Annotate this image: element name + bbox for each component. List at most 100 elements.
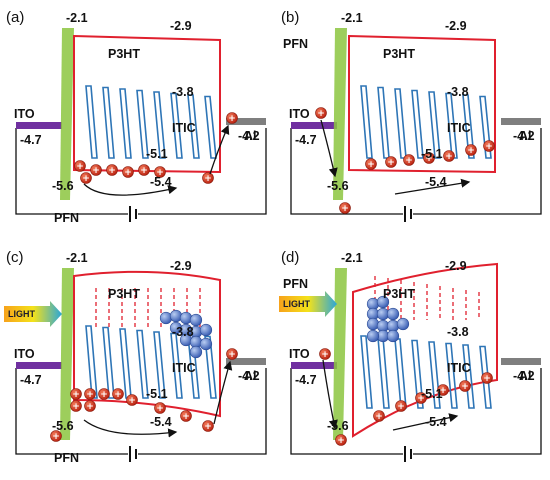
ito-electrode-bar	[16, 122, 62, 129]
light-label: LIGHT	[8, 309, 35, 319]
hole-carrier: +	[84, 388, 96, 400]
transport-arrows	[83, 124, 230, 196]
hole-plus-sign: +	[140, 166, 148, 176]
hole-circle	[154, 402, 166, 414]
hole-plus-sign: +	[204, 422, 212, 432]
level-p3ht-homo: -5.4	[425, 415, 447, 429]
hole-circle	[126, 394, 138, 406]
external-circuit	[15, 368, 267, 462]
al-label: Al	[244, 369, 257, 383]
al-electrode-bar	[501, 358, 541, 365]
ito-label: ITO	[14, 107, 35, 121]
hole-plus-sign: +	[483, 374, 491, 384]
level-itic-homo: -5.1	[146, 387, 168, 401]
hole-plus-sign: +	[337, 436, 345, 446]
hole-carrier: +	[415, 392, 427, 404]
hole-carrier: +	[437, 384, 449, 396]
level-pfn-top: -2.1	[341, 11, 363, 25]
hole-circle	[90, 164, 102, 176]
hole-carriers: + + + + + + + + + + + +	[50, 348, 238, 442]
hole-circle	[483, 140, 495, 152]
itic-label: ITIC	[172, 121, 196, 135]
hole-plus-sign: +	[445, 152, 453, 162]
hole-plus-sign: +	[317, 109, 325, 119]
itic-band-stripe	[411, 89, 424, 159]
external-circuit	[290, 128, 542, 222]
level-p3ht-lumo: -2.9	[170, 19, 192, 33]
al-electrode-bar	[226, 358, 266, 365]
hole-carrier: +	[385, 156, 397, 168]
hole-plus-sign: +	[86, 390, 94, 400]
electron-carrier	[366, 329, 380, 343]
itic-band-stripe	[479, 345, 492, 409]
hole-plus-sign: +	[100, 390, 108, 400]
panel-label: (a)	[6, 9, 24, 26]
level-al: -4.2	[513, 369, 535, 383]
hole-circle	[403, 154, 415, 166]
hole-plus-sign: +	[397, 402, 405, 412]
itic-band-stripe	[462, 344, 475, 409]
pfn-label: PFN	[54, 211, 79, 225]
hole-injection-arrow	[320, 119, 338, 178]
hole-plus-sign: +	[82, 174, 90, 184]
hole-carrier: +	[106, 164, 118, 176]
circuit-wire-left	[290, 128, 403, 215]
itic-band-stripe	[377, 86, 390, 159]
transport-arrows	[320, 119, 471, 195]
panel-label: (b)	[281, 9, 299, 26]
electron-cluster	[366, 295, 410, 343]
hole-circle	[74, 160, 86, 172]
hole-carrier: +	[202, 172, 214, 184]
level-pfn-bottom: -5.6	[327, 419, 349, 433]
level-al: -4.2	[513, 129, 535, 143]
hole-circle	[443, 150, 455, 162]
hole-plus-sign: +	[405, 156, 413, 166]
level-pfn-top: -2.1	[66, 11, 88, 25]
hole-carrier: +	[423, 152, 435, 164]
panel-d: (d) LIGHT + + + + + + + + P3HT ITIC ITO Al PFN -2.1 -2.9…	[279, 249, 542, 462]
hole-circle	[202, 420, 214, 432]
itic-band-stripe	[102, 86, 115, 159]
hole-circle	[315, 107, 327, 119]
hole-plus-sign: +	[387, 158, 395, 168]
itic-band-stripe	[136, 329, 149, 399]
level-p3ht-lumo: -2.9	[445, 19, 467, 33]
electron-carrier	[376, 295, 390, 309]
hole-plus-sign: +	[156, 404, 164, 414]
circuit-wire-left	[15, 368, 128, 455]
hole-circle	[112, 388, 124, 400]
electron-carrier	[169, 309, 183, 323]
hole-carrier: +	[50, 430, 62, 442]
light-indicator: LIGHT	[279, 291, 337, 317]
hole-circle	[365, 158, 377, 170]
hole-transport-arrow	[83, 183, 178, 196]
level-p3ht-homo: -5.4	[425, 175, 447, 189]
hole-plus-sign: +	[72, 402, 80, 412]
level-pfn-top: -2.1	[341, 251, 363, 265]
hole-plus-sign: +	[439, 386, 447, 396]
hole-carrier: +	[74, 160, 86, 172]
light-arrow	[4, 301, 62, 327]
itic-band-stripe	[462, 94, 475, 159]
electron-carrier	[366, 317, 380, 331]
hole-plus-sign: +	[425, 154, 433, 164]
itic-band-stripe	[377, 336, 390, 409]
electron-carrier	[386, 307, 400, 321]
pfn-layer-bar	[60, 268, 74, 440]
itic-band-stripe	[479, 95, 492, 159]
itic-band-stripe	[360, 85, 373, 159]
level-p3ht-homo: -5.4	[150, 415, 172, 429]
hole-carrier: +	[90, 164, 102, 176]
hole-circle	[226, 348, 238, 360]
al-label: Al	[519, 369, 532, 383]
hole-circle	[415, 392, 427, 404]
level-pfn-top: -2.1	[66, 251, 88, 265]
electron-carrier	[189, 313, 203, 327]
level-itic-lumo: -3.8	[172, 85, 194, 99]
hole-circle	[122, 166, 134, 178]
hole-transport-arrow	[83, 419, 178, 438]
p3ht-label: P3HT	[108, 287, 140, 301]
light-label: LIGHT	[283, 299, 310, 309]
level-itic-homo: -5.1	[421, 387, 443, 401]
circuit-wire-right	[138, 368, 267, 455]
